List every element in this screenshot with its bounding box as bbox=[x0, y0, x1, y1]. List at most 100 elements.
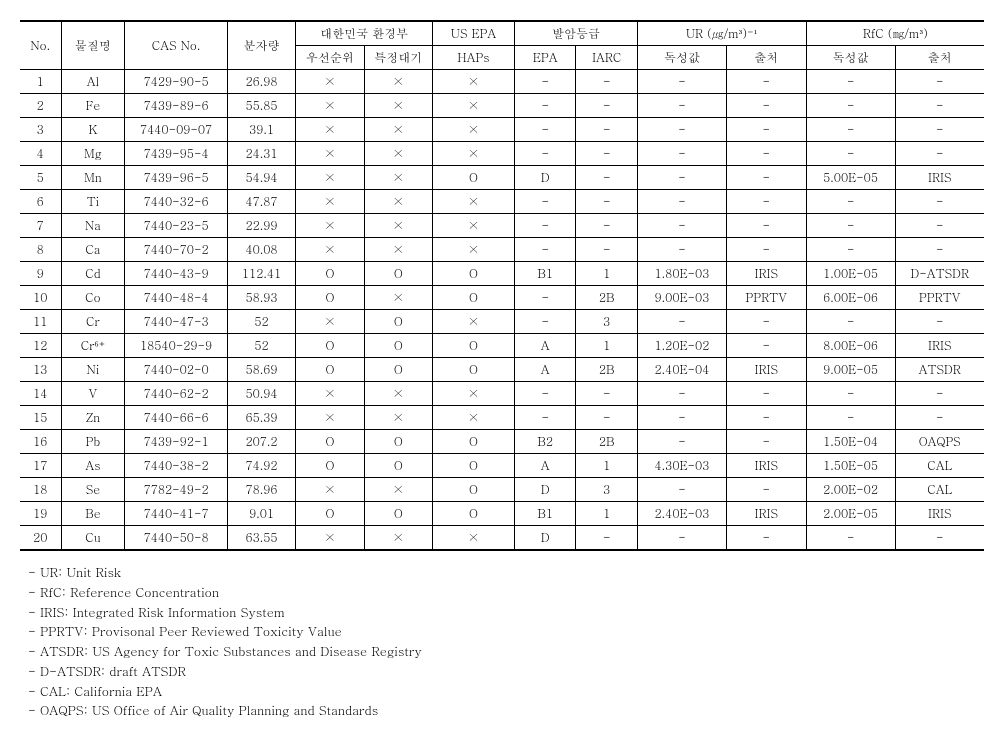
cell-mw: 26.98 bbox=[227, 70, 295, 94]
cell-mw: 47.87 bbox=[227, 190, 295, 214]
cell-no: 7 bbox=[20, 214, 61, 238]
cell-ursrc: IRIS bbox=[726, 358, 806, 382]
th-haps: HAPs bbox=[432, 46, 514, 70]
cell-ursrc: - bbox=[726, 142, 806, 166]
cell-rfctox: - bbox=[806, 406, 895, 430]
cell-sp: × bbox=[364, 118, 432, 142]
cell-epa: - bbox=[514, 142, 576, 166]
cell-name: V bbox=[61, 382, 125, 406]
th-cas: CAS No. bbox=[125, 21, 228, 70]
cell-no: 6 bbox=[20, 190, 61, 214]
cell-mw: 50.94 bbox=[227, 382, 295, 406]
cell-pri: × bbox=[296, 406, 364, 430]
cell-name: Cu bbox=[61, 526, 125, 551]
cell-pri: O bbox=[296, 262, 364, 286]
cell-cas: 7440-48-4 bbox=[125, 286, 228, 310]
th-rfc-src: 출처 bbox=[895, 46, 984, 70]
cell-urtox: 2.40E-03 bbox=[638, 502, 727, 526]
cell-mw: 40.08 bbox=[227, 238, 295, 262]
cell-haps: × bbox=[432, 382, 514, 406]
cell-mw: 39.1 bbox=[227, 118, 295, 142]
cell-rfcsrc: - bbox=[895, 526, 984, 551]
cell-cas: 18540-29-9 bbox=[125, 334, 228, 358]
cell-rfcsrc: CAL bbox=[895, 454, 984, 478]
table-row: 6Ti7440-32-647.87×××------ bbox=[20, 190, 984, 214]
cell-mw: 22.99 bbox=[227, 214, 295, 238]
cell-ursrc: - bbox=[726, 214, 806, 238]
cell-rfctox: 1.00E-05 bbox=[806, 262, 895, 286]
cell-no: 2 bbox=[20, 94, 61, 118]
cell-cas: 7439-92-1 bbox=[125, 430, 228, 454]
cell-urtox: - bbox=[638, 238, 727, 262]
cell-haps: × bbox=[432, 238, 514, 262]
cell-pri: O bbox=[296, 454, 364, 478]
cell-epa: - bbox=[514, 406, 576, 430]
table-row: 3K7440-09-0739.1×××------ bbox=[20, 118, 984, 142]
cell-epa: B1 bbox=[514, 502, 576, 526]
cell-cas: 7439-95-4 bbox=[125, 142, 228, 166]
cell-no: 3 bbox=[20, 118, 61, 142]
cell-name: Ca bbox=[61, 238, 125, 262]
cell-urtox: - bbox=[638, 166, 727, 190]
table-row: 1Al7429-90-526.98×××------ bbox=[20, 70, 984, 94]
footnote-item: - PPRTV: Provisonal Peer Reviewed Toxici… bbox=[28, 622, 984, 641]
cell-rfctox: - bbox=[806, 94, 895, 118]
cell-cas: 7439-96-5 bbox=[125, 166, 228, 190]
footnote-item: - ATSDR: US Agency for Toxic Substances … bbox=[28, 642, 984, 661]
cell-urtox: - bbox=[638, 214, 727, 238]
cell-no: 5 bbox=[20, 166, 61, 190]
cell-mw: 52 bbox=[227, 310, 295, 334]
th-usepa: US EPA bbox=[432, 21, 514, 46]
cell-epa: - bbox=[514, 382, 576, 406]
cell-rfctox: 9.00E-05 bbox=[806, 358, 895, 382]
cell-mw: 74.92 bbox=[227, 454, 295, 478]
cell-ursrc: - bbox=[726, 118, 806, 142]
cell-name: Cr bbox=[61, 310, 125, 334]
footnotes-block: - UR: Unit Risk- RfC: Reference Concentr… bbox=[20, 563, 984, 720]
cell-ursrc: - bbox=[726, 406, 806, 430]
cell-iarc: - bbox=[576, 166, 638, 190]
cell-iarc: - bbox=[576, 118, 638, 142]
cell-haps: O bbox=[432, 166, 514, 190]
th-special: 특정대기 bbox=[364, 46, 432, 70]
cell-haps: × bbox=[432, 94, 514, 118]
table-row: 7Na7440-23-522.99×××------ bbox=[20, 214, 984, 238]
cell-pri: O bbox=[296, 358, 364, 382]
cell-rfcsrc: - bbox=[895, 190, 984, 214]
cell-rfctox: 2.00E-05 bbox=[806, 502, 895, 526]
cell-rfcsrc: - bbox=[895, 406, 984, 430]
cell-epa: D bbox=[514, 478, 576, 502]
cell-iarc: - bbox=[576, 238, 638, 262]
cell-epa: - bbox=[514, 214, 576, 238]
cell-name: Al bbox=[61, 70, 125, 94]
cell-haps: × bbox=[432, 214, 514, 238]
cell-sp: × bbox=[364, 166, 432, 190]
cell-no: 13 bbox=[20, 358, 61, 382]
cell-cas: 7440-47-3 bbox=[125, 310, 228, 334]
cell-sp: × bbox=[364, 214, 432, 238]
cell-name: Co bbox=[61, 286, 125, 310]
cell-name: Pb bbox=[61, 430, 125, 454]
cell-name: Se bbox=[61, 478, 125, 502]
cell-ursrc: IRIS bbox=[726, 454, 806, 478]
footnote-item: - CAL: California EPA bbox=[28, 682, 984, 701]
cell-epa: - bbox=[514, 94, 576, 118]
cell-pri: O bbox=[296, 502, 364, 526]
th-rfc: RfC (㎎/m³) bbox=[806, 21, 984, 46]
cell-rfcsrc: D-ATSDR bbox=[895, 262, 984, 286]
cell-epa: D bbox=[514, 166, 576, 190]
cell-no: 16 bbox=[20, 430, 61, 454]
cell-epa: - bbox=[514, 70, 576, 94]
cell-mw: 65.39 bbox=[227, 406, 295, 430]
cell-no: 20 bbox=[20, 526, 61, 551]
cell-mw: 58.69 bbox=[227, 358, 295, 382]
cell-no: 12 bbox=[20, 334, 61, 358]
cell-name: Cd bbox=[61, 262, 125, 286]
cell-iarc: - bbox=[576, 94, 638, 118]
cell-rfctox: 2.00E-02 bbox=[806, 478, 895, 502]
cell-urtox: - bbox=[638, 478, 727, 502]
table-row: 20Cu7440-50-863.55×××D----- bbox=[20, 526, 984, 551]
cell-epa: - bbox=[514, 190, 576, 214]
cell-pri: × bbox=[296, 310, 364, 334]
cell-pri: × bbox=[296, 214, 364, 238]
